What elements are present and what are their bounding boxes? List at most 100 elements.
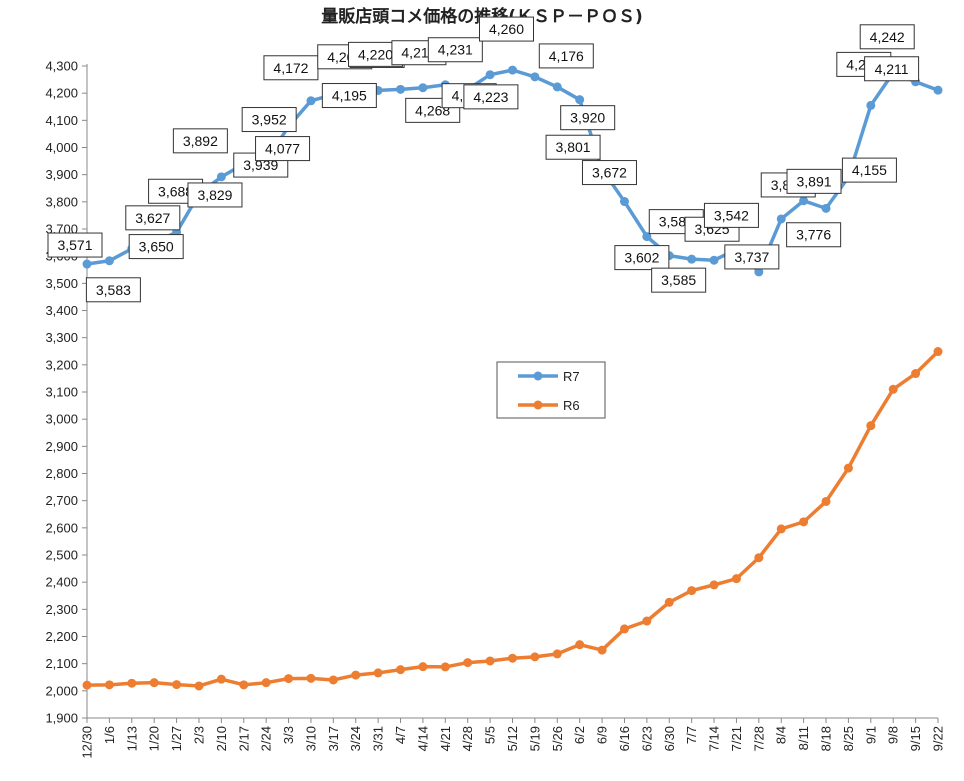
y-tick-label: 3,500 <box>45 276 78 291</box>
x-tick-label: 3/10 <box>303 726 318 751</box>
data-point-r6 <box>687 586 697 596</box>
x-tick-label: 3/3 <box>281 726 296 744</box>
data-point-r6 <box>888 384 898 394</box>
data-label-r7: 3,627 <box>125 205 181 231</box>
data-label-r7: 4,077 <box>255 136 311 162</box>
data-label-text: 3,829 <box>197 187 232 203</box>
data-label-text: 4,077 <box>265 141 300 157</box>
legend-marker <box>533 400 543 410</box>
data-label-box <box>321 83 377 109</box>
data-label-r7: 3,776 <box>786 222 842 248</box>
data-point-r7 <box>575 95 585 105</box>
data-label-r7: 3,571 <box>47 232 103 258</box>
x-tick-label: 5/12 <box>505 726 520 751</box>
data-point-r6 <box>239 680 249 690</box>
data-point-r6 <box>396 665 406 675</box>
data-label-box <box>841 157 897 183</box>
data-label-box <box>128 234 184 260</box>
data-label-text: 4,242 <box>870 29 905 45</box>
data-label-box <box>241 107 297 133</box>
y-tick-label: 2,000 <box>45 683 78 698</box>
y-tick-label: 3,100 <box>45 385 78 400</box>
y-tick-label: 2,400 <box>45 575 78 590</box>
data-point-r6 <box>463 658 473 668</box>
x-tick-label: 7/14 <box>707 726 722 751</box>
data-label-box <box>724 244 780 270</box>
data-point-r6 <box>306 673 316 683</box>
data-point-r7 <box>216 172 226 182</box>
data-label-r7: 3,891 <box>786 168 842 194</box>
data-label-r7: 4,195 <box>321 83 377 109</box>
data-label-r7: 3,801 <box>545 134 601 160</box>
data-label-r7: 4,172 <box>263 55 319 81</box>
data-point-r6 <box>821 496 831 506</box>
chart-title: 量販店頭コメ価格の推移(ＫＳＰ－ＰＯＳ) <box>321 6 643 27</box>
data-point-r7 <box>396 84 406 94</box>
data-label-box <box>560 105 616 131</box>
data-point-r7 <box>687 254 697 264</box>
data-label-r7: 3,585 <box>651 267 707 293</box>
data-label-r7: 3,920 <box>560 105 616 131</box>
data-point-r7 <box>866 100 876 110</box>
y-tick-label: 3,200 <box>45 357 78 372</box>
data-label-text: 3,583 <box>96 282 131 298</box>
data-point-r6 <box>485 656 495 666</box>
data-label-box <box>47 232 103 258</box>
data-label-r7: 4,176 <box>538 43 594 69</box>
data-point-r6 <box>731 574 741 584</box>
x-tick-label: 5/5 <box>483 726 498 744</box>
data-label-r7: 4,242 <box>859 24 915 50</box>
x-tick-label: 7/21 <box>729 726 744 751</box>
data-label-text: 3,542 <box>714 207 749 223</box>
data-point-r6 <box>843 463 853 473</box>
data-label-text: 3,776 <box>796 227 831 243</box>
data-point-r6 <box>709 580 719 590</box>
x-tick-label: 2/17 <box>236 726 251 751</box>
data-label-text: 4,220 <box>358 46 393 62</box>
data-label-text: 3,737 <box>734 249 769 265</box>
y-tick-label: 4,100 <box>45 113 78 128</box>
data-label-box <box>85 277 141 303</box>
data-point-r7 <box>508 65 517 75</box>
data-label-box <box>545 134 601 160</box>
data-label-text: 4,223 <box>473 89 508 105</box>
data-point-r6 <box>172 680 182 690</box>
data-label-box <box>255 136 311 162</box>
y-tick-label: 4,000 <box>45 140 78 155</box>
data-point-r7 <box>933 85 943 95</box>
data-point-r7 <box>306 96 316 106</box>
x-tick-label: 4/7 <box>393 726 408 744</box>
data-label-text: 3,952 <box>252 112 287 128</box>
y-tick-label: 2,300 <box>45 602 78 617</box>
y-tick-label: 3,000 <box>45 412 78 427</box>
y-tick-label: 1,900 <box>45 711 78 726</box>
data-label-text: 4,155 <box>852 162 887 178</box>
data-label-r7: 3,650 <box>128 234 184 260</box>
x-tick-label: 3/17 <box>326 726 341 751</box>
data-point-r7 <box>552 82 562 92</box>
data-label-text: 3,891 <box>797 173 832 189</box>
data-label-text: 3,688 <box>158 183 193 199</box>
x-tick-label: 3/24 <box>348 726 363 751</box>
data-label-text: 4,172 <box>273 60 308 76</box>
y-tick-label: 3,400 <box>45 303 78 318</box>
data-label-box <box>172 128 228 154</box>
x-tick-label: 8/11 <box>796 726 811 750</box>
x-tick-label: 1/20 <box>147 726 162 751</box>
x-tick-label: 1/6 <box>102 726 117 744</box>
x-tick-label: 9/22 <box>931 726 946 751</box>
y-tick-label: 3,900 <box>45 167 78 182</box>
y-tick-label: 4,300 <box>45 59 78 74</box>
data-label-r7: 3,583 <box>85 277 141 303</box>
data-point-r6 <box>933 347 943 357</box>
data-point-r6 <box>82 680 92 690</box>
data-point-r6 <box>261 678 271 688</box>
data-point-r6 <box>328 675 338 685</box>
x-tick-label: 2/10 <box>214 726 229 751</box>
data-label-box <box>651 267 707 293</box>
data-point-r6 <box>642 616 652 626</box>
data-point-r6 <box>530 652 540 662</box>
data-point-r6 <box>194 681 204 691</box>
x-tick-label: 9/8 <box>886 726 901 744</box>
data-point-r7 <box>485 70 495 80</box>
